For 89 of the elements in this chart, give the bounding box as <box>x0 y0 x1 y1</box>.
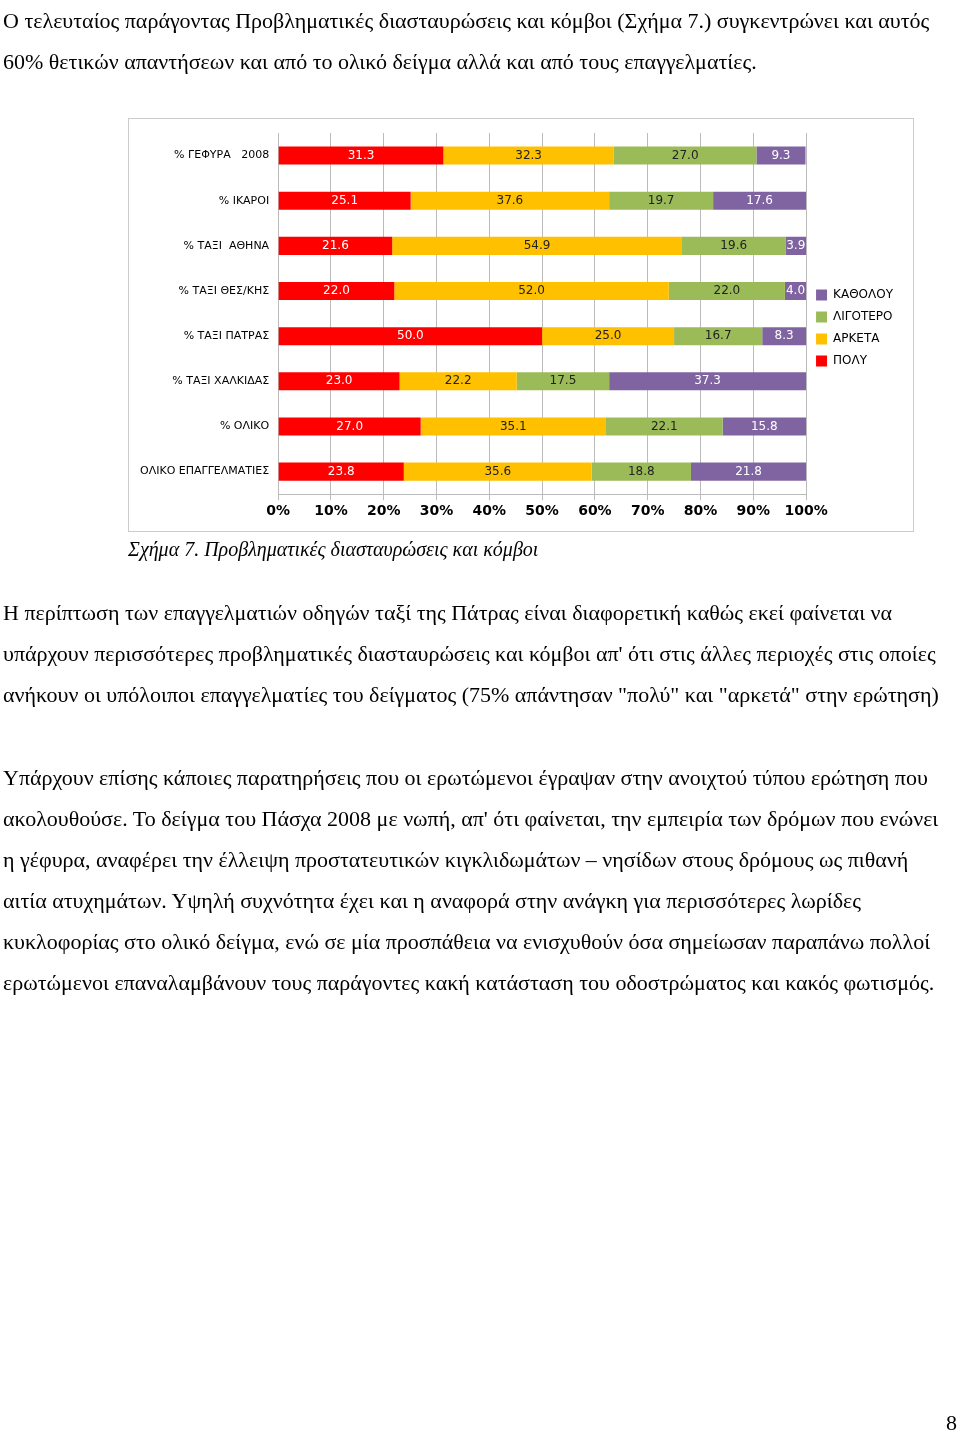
bar <box>403 462 592 481</box>
x-tick-label: 60% <box>578 502 612 519</box>
bar <box>609 372 807 391</box>
data-label: 21.8 <box>735 463 762 478</box>
data-label: 8.3 <box>774 328 794 343</box>
bar <box>278 417 421 436</box>
data-label: 17.5 <box>549 373 577 388</box>
data-label: 16.7 <box>704 328 732 343</box>
text: Σχήμα 7. Προβληματικές διασταυρώσεις και κόμβοι <box>128 537 540 562</box>
x-tick-label: 70% <box>630 502 665 519</box>
data-label: 27.0 <box>336 418 364 433</box>
y-tick-label: ΟΛΙΚΟ ΕΠΑΓΓΕΛΜΑΤΙΕΣ <box>140 464 270 478</box>
legend-label: ΛΙΓΟΤΕΡΟ <box>833 309 893 324</box>
data-label: 25.1 <box>331 192 359 207</box>
data-label: 23.8 <box>327 463 355 478</box>
data-label: 31.3 <box>347 147 375 162</box>
bar <box>394 282 669 301</box>
bar <box>443 146 614 165</box>
data-label: 21.6 <box>322 238 349 252</box>
y-tick-label: % ΤΑΞΙ ΠΑΤΡΑΣ <box>183 329 270 343</box>
data-label: 22.1 <box>650 418 678 433</box>
text: 8 <box>946 1410 957 1436</box>
bar <box>278 236 393 255</box>
bar <box>278 146 444 165</box>
bar <box>756 146 806 165</box>
data-label: 22.0 <box>713 283 741 298</box>
data-label: 32.3 <box>515 147 542 162</box>
x-tick-label: 0% <box>266 502 291 519</box>
bar <box>516 372 610 391</box>
data-label: 18.8 <box>627 463 655 478</box>
text: Ο τελευταίος παράγοντας Προβληματικές διασταυρώσεις και κόμβοι (Σχήμα 7.) συγκεντρώνει και αυτός 60% θετικών απαντήσεων και από το ολικό δείγμα αλλά και από τους επαγγελματίες. <box>3 7 931 76</box>
legend-label: ΠΟΛΥ <box>833 353 868 368</box>
bar <box>392 236 682 255</box>
legend-label: ΑΡΚΕΤΑ <box>833 331 881 346</box>
x-tick-label: 30% <box>419 502 454 519</box>
y-tick-label: % ΤΑΞΙ ΑΘΗΝΑ <box>183 238 270 252</box>
bar <box>668 282 785 301</box>
data-label: 52.0 <box>518 283 545 298</box>
data-label: 9.3 <box>771 147 791 162</box>
data-label: 50.0 <box>397 328 424 343</box>
data-label: 25.0 <box>594 328 622 343</box>
bar <box>542 327 675 346</box>
x-tick-label: 90% <box>736 502 771 519</box>
x-tick-label: 20% <box>366 502 401 519</box>
y-tick-label: % ΤΑΞΙ ΘΕΣ/ΚΗΣ <box>178 283 270 297</box>
y-tick-label: % ΙΚΑΡΟΙ <box>218 193 270 207</box>
x-tick-label: 50% <box>525 502 559 519</box>
bar <box>713 191 807 210</box>
data-label: 19.6 <box>720 238 748 252</box>
data-label: 19.7 <box>647 192 675 207</box>
bar <box>613 146 757 165</box>
bar <box>410 191 610 210</box>
data-label: 27.0 <box>671 147 699 162</box>
bar <box>681 236 786 255</box>
data-label: 15.8 <box>750 418 778 433</box>
data-label: 4.0 <box>785 283 806 298</box>
legend-label: ΚΑΘΟΛΟΥ <box>833 287 894 302</box>
data-label: 54.9 <box>523 238 551 252</box>
x-tick-label: 10% <box>314 502 348 519</box>
data-label: 37.6 <box>496 192 524 207</box>
bar <box>722 417 807 436</box>
data-label: 3.9 <box>786 238 806 252</box>
bar <box>278 282 395 301</box>
bar <box>278 462 404 481</box>
y-tick-label: % ΓΕΦΥΡΑ 2008 <box>174 148 270 162</box>
bar <box>605 417 723 436</box>
text: Η περίπτωση των επαγγελματιών οδηγών ταξί της Πάτρας είναι διαφορετική καθώς εκεί φαίνεται να υπάρχουν περισσότερες προβληματικές διασταυρώσεις και κόμβοι απ' ότι στις άλλες περιοχές στις οποίες ανήκουν οι υπόλοιποι επαγγελματίες του δείγματος (75% απάντησαν "πολύ" και "αρκετά" στην ερώτηση) <box>3 599 940 709</box>
data-label: 23.0 <box>325 373 353 388</box>
data-label: 22.2 <box>444 373 472 388</box>
x-tick-label: 80% <box>683 502 718 519</box>
text: Υπάρχουν επίσης κάποιες παρατηρήσεις που οι ερωτώμενοι έγραψαν στην ανοιχτού τύπου ερώτηση που ακολουθούσε. Το δείγμα του Πάσχα 2008 με νωπή, απ' ότι φαίνεται, την εμπειρία των δρόμων που ενώνει η γέφυρα, αναφέρει την έλλειψη προστατευτικών κιγκλιδωμάτων – νησίδων στους δρόμους ως πιθανή αιτία ατυχημάτων. Υψηλή συχνότητα έχει και η αναφορά στην ανάγκη για περισσότερες λωρίδες κυκλοφορίας στο ολικό δείγμα, ενώ σε μία προσπάθεια να ενισχυθούν όσα σημείωσαν παραπάνω πολλοί ερωτώμενοι επαναλαμβάνουν τους παράγοντες κακή κατάσταση του οδοστρώματος και κακός φωτισμός. <box>3 764 940 997</box>
bar <box>591 462 691 481</box>
data-label: 17.6 <box>746 192 773 207</box>
data-label: 35.1 <box>499 418 527 433</box>
y-tick-label: % ΟΛΙΚΟ <box>219 419 270 433</box>
data-label: 37.3 <box>694 373 721 388</box>
bar <box>399 372 517 391</box>
data-label: 35.6 <box>484 463 512 478</box>
data-label: 22.0 <box>323 283 350 298</box>
bar <box>278 372 400 391</box>
bar <box>278 191 411 210</box>
bar <box>420 417 606 436</box>
bar <box>674 327 763 346</box>
bar <box>609 191 714 210</box>
bar <box>690 462 807 481</box>
y-tick-label: % ΤΑΞΙ ΧΑΛΚΙΔΑΣ <box>172 374 270 388</box>
x-tick-label: 100% <box>784 502 828 519</box>
bar <box>278 327 543 346</box>
x-tick-label: 40% <box>472 502 507 519</box>
